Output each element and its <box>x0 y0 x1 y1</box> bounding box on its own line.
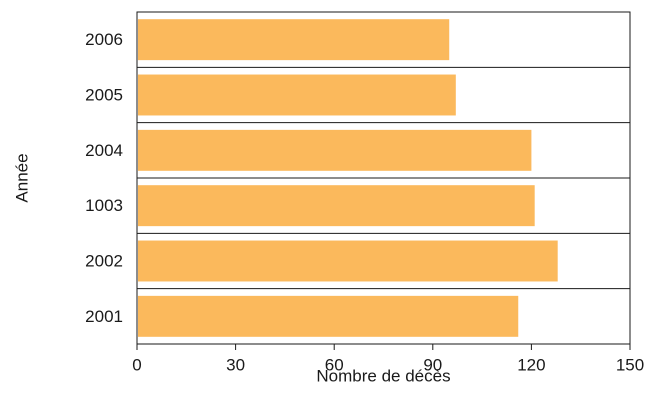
x-tick-label: 60 <box>325 356 344 375</box>
x-tick-label: 30 <box>226 356 245 375</box>
y-category-label: 2001 <box>85 307 123 326</box>
y-category-label: 2005 <box>85 86 123 105</box>
y-category-label: 2006 <box>85 30 123 49</box>
x-tick-label: 120 <box>517 356 545 375</box>
x-axis-label: Nombre de décès <box>316 367 450 386</box>
bar-2004 <box>138 129 532 171</box>
x-tick-label: 0 <box>132 356 141 375</box>
bar-2001 <box>138 295 519 337</box>
bars <box>138 19 558 337</box>
x-ticks: 0 30 60 90 120 150 <box>132 344 644 375</box>
bar-1003 <box>138 185 535 227</box>
bar-2005 <box>138 74 456 116</box>
y-category-label: 2002 <box>85 252 123 271</box>
y-category-label: 2004 <box>85 141 123 160</box>
y-axis-label: Année <box>13 153 32 202</box>
y-category-label: 1003 <box>85 196 123 215</box>
bar-separators <box>137 66 630 290</box>
y-category-labels: 2006 2005 2004 1003 2002 2001 <box>85 30 123 326</box>
bar-2006 <box>138 19 450 61</box>
x-tick-label: 90 <box>423 356 442 375</box>
x-tick-label: 150 <box>616 356 644 375</box>
bar-2002 <box>138 240 558 282</box>
